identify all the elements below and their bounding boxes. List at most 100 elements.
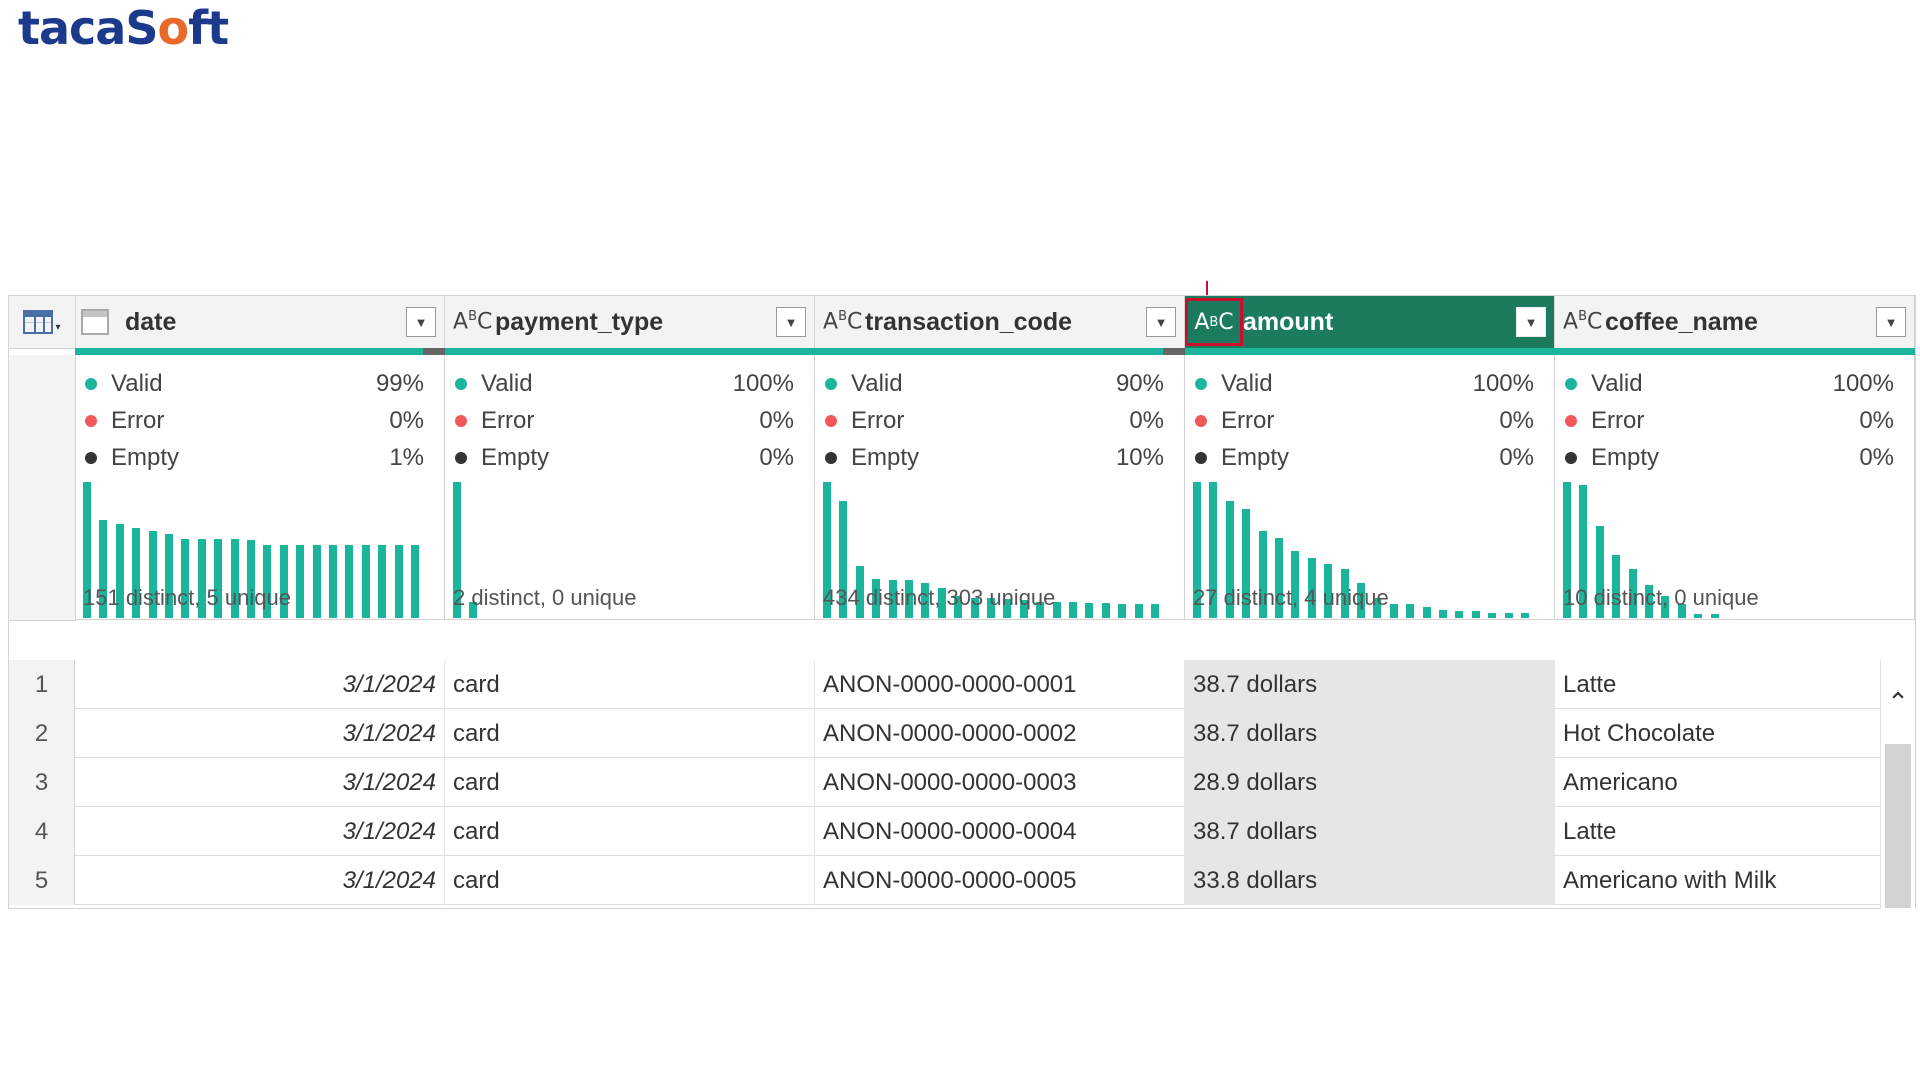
distribution-bar[interactable] (1209, 482, 1218, 618)
table-row[interactable]: 4 3/1/2024 card ANON-0000-0000-0004 38.7 dol… (9, 807, 1915, 856)
row-number[interactable]: 5 (9, 856, 75, 905)
cell-date[interactable]: 3/1/2024 (75, 758, 445, 807)
distribution-bar[interactable] (279, 545, 288, 618)
distribution-bar[interactable] (197, 539, 206, 618)
distribution-bar[interactable] (1628, 569, 1637, 618)
distribution-bar[interactable] (1324, 564, 1333, 618)
distribution-bar[interactable] (1357, 583, 1365, 618)
distribution-bar[interactable] (148, 531, 157, 618)
distribution-bar[interactable] (1193, 482, 1201, 618)
table-menu-button[interactable]: ▾ (9, 296, 76, 348)
distribution-bar[interactable] (1258, 531, 1267, 618)
distribution-bar[interactable] (1455, 611, 1464, 618)
cell-transaction-code[interactable]: ANON-0000-0000-0001 (815, 660, 1185, 709)
distribution-bar[interactable] (312, 545, 321, 618)
distribution-bar[interactable] (1101, 603, 1110, 618)
scroll-up-icon[interactable]: ⌃ (1887, 686, 1909, 717)
table-row[interactable]: 5 3/1/2024 card ANON-0000-0000-0005 33.8 dol… (9, 856, 1915, 905)
distribution-bar[interactable] (1661, 596, 1670, 618)
cell-coffee-name[interactable]: Latte (1555, 807, 1881, 856)
distribution-bar[interactable] (345, 545, 354, 618)
distribution-bar[interactable] (1677, 604, 1686, 618)
column-filter-dropdown[interactable]: ▼ (1146, 307, 1176, 337)
text-type-icon[interactable]: ABC (453, 309, 493, 335)
distribution-bar[interactable] (1694, 614, 1703, 618)
value-distribution-chart[interactable] (453, 482, 796, 618)
column-header-payment-type[interactable]: ABC payment_type ▼ (445, 296, 815, 348)
value-distribution-chart[interactable] (1193, 482, 1536, 618)
distribution-bar[interactable] (1645, 585, 1653, 618)
table-row[interactable]: 3 3/1/2024 card ANON-0000-0000-0003 28.9 dol… (9, 758, 1915, 807)
distribution-bar[interactable] (1225, 501, 1234, 618)
row-number[interactable]: 2 (9, 709, 75, 758)
distribution-bar[interactable] (1003, 599, 1012, 618)
cell-payment-type[interactable]: card (445, 856, 815, 905)
row-number[interactable]: 1 (9, 660, 75, 709)
distribution-bar[interactable] (1595, 526, 1604, 618)
column-filter-dropdown[interactable]: ▼ (1876, 307, 1906, 337)
row-number[interactable]: 4 (9, 807, 75, 856)
distribution-bar[interactable] (411, 545, 419, 618)
date-type-icon[interactable] (81, 309, 109, 335)
distribution-bar[interactable] (1291, 551, 1300, 618)
distribution-bar[interactable] (872, 579, 881, 618)
distribution-bar[interactable] (1504, 613, 1513, 618)
cell-coffee-name[interactable]: Hot Chocolate (1555, 709, 1881, 758)
distribution-bar[interactable] (1340, 569, 1349, 618)
distribution-bar[interactable] (1710, 614, 1719, 618)
distribution-bar[interactable] (839, 501, 848, 618)
distribution-bar[interactable] (1307, 558, 1316, 618)
cell-coffee-name[interactable]: Americano with Milk (1555, 856, 1881, 905)
distribution-bar[interactable] (1242, 509, 1251, 618)
column-filter-dropdown[interactable]: ▼ (406, 307, 436, 337)
distribution-bar[interactable] (329, 545, 337, 618)
distribution-bar[interactable] (1052, 602, 1061, 618)
cell-date[interactable]: 3/1/2024 (75, 807, 445, 856)
distribution-bar[interactable] (1406, 604, 1415, 618)
distribution-bar[interactable] (1134, 604, 1143, 618)
distribution-bar[interactable] (263, 545, 272, 618)
cell-transaction-code[interactable]: ANON-0000-0000-0002 (815, 709, 1185, 758)
distribution-bar[interactable] (1389, 604, 1398, 618)
cell-payment-type[interactable]: card (445, 758, 815, 807)
distribution-bar[interactable] (247, 540, 255, 618)
distribution-bar[interactable] (115, 524, 124, 618)
distribution-bar[interactable] (99, 520, 108, 618)
distribution-bar[interactable] (230, 539, 239, 618)
cell-payment-type[interactable]: card (445, 709, 815, 758)
distribution-bar[interactable] (905, 580, 913, 618)
distribution-bar[interactable] (1118, 604, 1127, 618)
cell-amount[interactable]: 38.7 dollars (1185, 660, 1555, 709)
text-type-icon[interactable]: ABC (823, 309, 863, 335)
cell-date[interactable]: 3/1/2024 (75, 709, 445, 758)
column-filter-dropdown[interactable]: ▼ (1516, 307, 1546, 337)
distribution-bar[interactable] (1439, 610, 1447, 618)
distribution-bar[interactable] (83, 482, 91, 618)
distribution-bar[interactable] (1085, 603, 1094, 618)
distribution-bar[interactable] (453, 482, 461, 618)
text-type-icon[interactable]: ABC (1563, 309, 1603, 335)
distribution-bar[interactable] (937, 588, 946, 618)
row-number[interactable]: 3 (9, 758, 75, 807)
column-filter-dropdown[interactable]: ▼ (776, 307, 806, 337)
table-row[interactable]: 1 3/1/2024 card ANON-0000-0000-0001 38.7 dol… (9, 660, 1915, 709)
cell-transaction-code[interactable]: ANON-0000-0000-0005 (815, 856, 1185, 905)
distribution-bar[interactable] (921, 583, 930, 618)
distribution-bar[interactable] (165, 534, 173, 618)
cell-date[interactable]: 3/1/2024 (75, 660, 445, 709)
value-distribution-chart[interactable] (823, 482, 1166, 618)
cell-amount[interactable]: 33.8 dollars (1185, 856, 1555, 905)
distribution-bar[interactable] (394, 545, 403, 618)
distribution-bar[interactable] (1275, 538, 1283, 618)
column-header-transaction-code[interactable]: ABC transaction_code ▼ (815, 296, 1185, 348)
distribution-bar[interactable] (1471, 611, 1480, 618)
scrollbar-thumb[interactable] (1885, 744, 1911, 908)
value-distribution-chart[interactable] (1563, 482, 1896, 618)
cell-amount[interactable]: 38.7 dollars (1185, 807, 1555, 856)
distribution-bar[interactable] (823, 482, 831, 618)
column-header-date[interactable]: date ▼ (75, 296, 445, 348)
cell-amount[interactable]: 28.9 dollars (1185, 758, 1555, 807)
distribution-bar[interactable] (1488, 613, 1497, 618)
distribution-bar[interactable] (1036, 602, 1045, 618)
distribution-bar[interactable] (987, 598, 995, 618)
